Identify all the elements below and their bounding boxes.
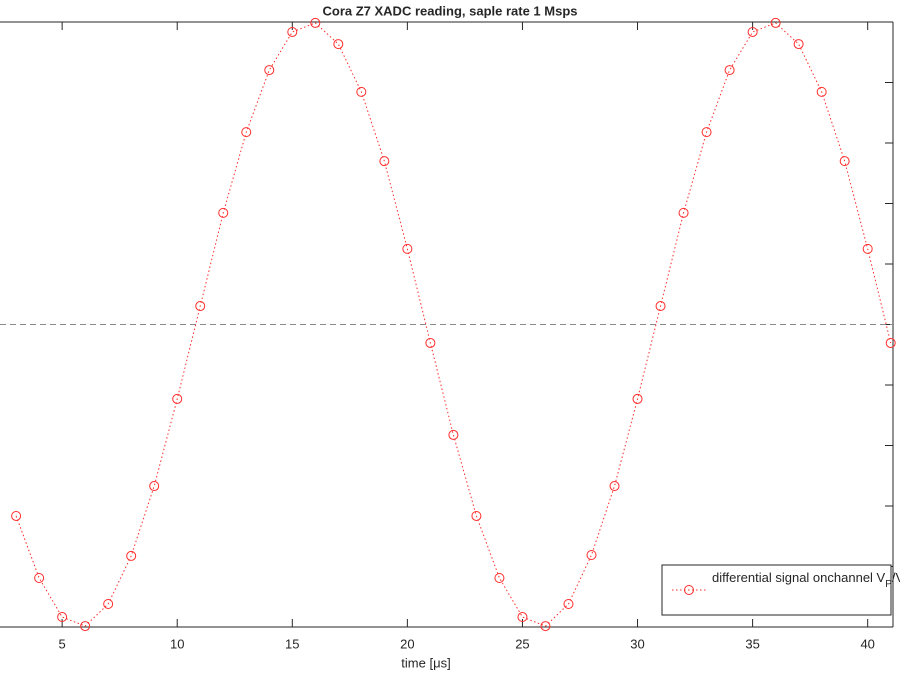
data-point (747, 26, 758, 37)
data-point (724, 65, 735, 76)
chart-title: Cora Z7 XADC reading, saple rate 1 Msps (322, 3, 577, 18)
data-point (793, 39, 804, 50)
data-point (494, 572, 505, 583)
data-point (655, 301, 666, 312)
x-tick-label: 10 (170, 636, 184, 651)
data-point (885, 337, 896, 348)
data-point (103, 599, 114, 610)
data-point (701, 127, 712, 138)
series-line (15, 22, 892, 627)
x-tick-label: 5 (59, 636, 66, 651)
x-tick-label: 25 (515, 636, 529, 651)
data-point (609, 481, 620, 492)
data-point (379, 156, 390, 167)
x-tick-label: 15 (285, 636, 299, 651)
data-point (540, 621, 551, 632)
data-point (770, 17, 781, 28)
x-tick-label: 35 (745, 636, 759, 651)
data-point (11, 510, 22, 521)
data-point (517, 612, 528, 623)
legend-label: differential signal onchannel VP/VN (50 … (712, 570, 900, 590)
data-point (310, 17, 321, 28)
data-point (172, 393, 183, 404)
data-point (57, 612, 68, 623)
data-point (218, 207, 229, 218)
data-point (586, 550, 597, 561)
legend-label-part: channel V (827, 570, 885, 585)
data-point (678, 207, 689, 218)
x-tick-label: 20 (400, 636, 414, 651)
data-point (195, 301, 206, 312)
data-point (632, 393, 643, 404)
data-point (126, 550, 137, 561)
data-point (402, 243, 413, 254)
data-point (862, 243, 873, 254)
data-point (149, 481, 160, 492)
x-axis-label: time [μs] (401, 655, 450, 670)
legend-label-part: /V (892, 570, 900, 585)
data-point (425, 337, 436, 348)
data-point (241, 127, 252, 138)
data-point (563, 599, 574, 610)
legend-label-part: differential signal on (712, 570, 827, 585)
data-point (839, 156, 850, 167)
data-point (34, 572, 45, 583)
x-tick-label: 30 (630, 636, 644, 651)
data-point (333, 39, 344, 50)
x-tick-label: 40 (860, 636, 874, 651)
data-point (471, 510, 482, 521)
data-point (264, 65, 275, 76)
data-point (287, 26, 298, 37)
data-point (356, 86, 367, 97)
legend-marker (684, 585, 694, 595)
legend-label-part: P (885, 579, 892, 590)
data-point (816, 86, 827, 97)
data-point (80, 621, 91, 632)
data-point (448, 429, 459, 440)
